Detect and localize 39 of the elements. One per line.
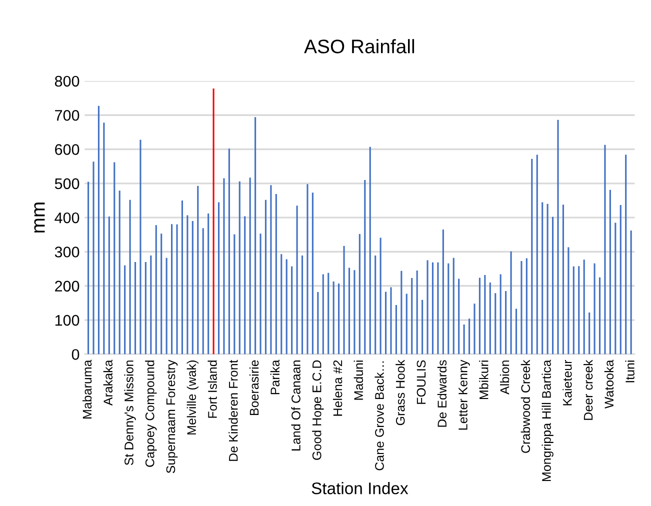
x-tick-label: Letter Kenny (458, 360, 470, 430)
x-tick-label: Arakaka (103, 360, 113, 406)
x-tick-label: Kaieteur (562, 360, 572, 406)
x-tick-label: Good Hope E.C.D (312, 360, 324, 460)
y-tick-label: 300 (54, 246, 80, 258)
chart-title: ASO Rainfall (304, 39, 414, 54)
x-tick-label: Land Of Canaan (291, 360, 300, 450)
y-tick-label: 200 (55, 280, 80, 292)
x-tick-label: De Edwards (437, 360, 447, 427)
y-tick-label: 800 (54, 76, 80, 87)
x-tick-label: Supernaam Forestry (166, 360, 178, 474)
x-tick-label: Crabwood Creek (520, 360, 530, 453)
x-tick-label: Mbikuri (479, 360, 488, 400)
x-tick-label: Albion (500, 360, 510, 394)
x-tick-label: Watooka (604, 360, 614, 409)
x-tick-label: Cane Grove Back… (374, 361, 384, 470)
y-tick-label: 600 (55, 144, 80, 155)
x-tick-label: Helena #2 (332, 360, 342, 416)
x-tick-label: Mabaruma (82, 360, 92, 418)
x-tick-label: St Denny's Mission (124, 360, 136, 466)
y-tick-label: 0 (72, 349, 80, 360)
x-tick-label: Melville (wak) (186, 360, 198, 434)
x-tick-label: Maduni (354, 360, 364, 400)
y-tick-label: 100 (55, 314, 80, 326)
x-tick-label: Mongrippa Hill Bartica (542, 360, 554, 481)
y-tick-label: 700 (55, 110, 80, 121)
x-tick-label: Boerasirie (249, 360, 259, 415)
x-axis-title: Station Index (312, 482, 408, 494)
x-tick-label: Capoey Compound (145, 360, 157, 467)
x-tick-label: Grass Hook (396, 360, 405, 426)
x-tick-label: De Kinderen Front (228, 360, 238, 461)
y-axis-title: mm (34, 202, 45, 232)
x-tick-label: Deer creek (583, 360, 593, 420)
x-tick-label: Ituni (625, 360, 634, 382)
y-tick-label: 400 (54, 212, 80, 224)
x-tick-label: Fort Island (208, 360, 217, 418)
y-tick-label: 500 (54, 178, 80, 190)
x-tick-label: Parika (270, 360, 280, 394)
x-tick-label: FOULIS (416, 360, 426, 404)
